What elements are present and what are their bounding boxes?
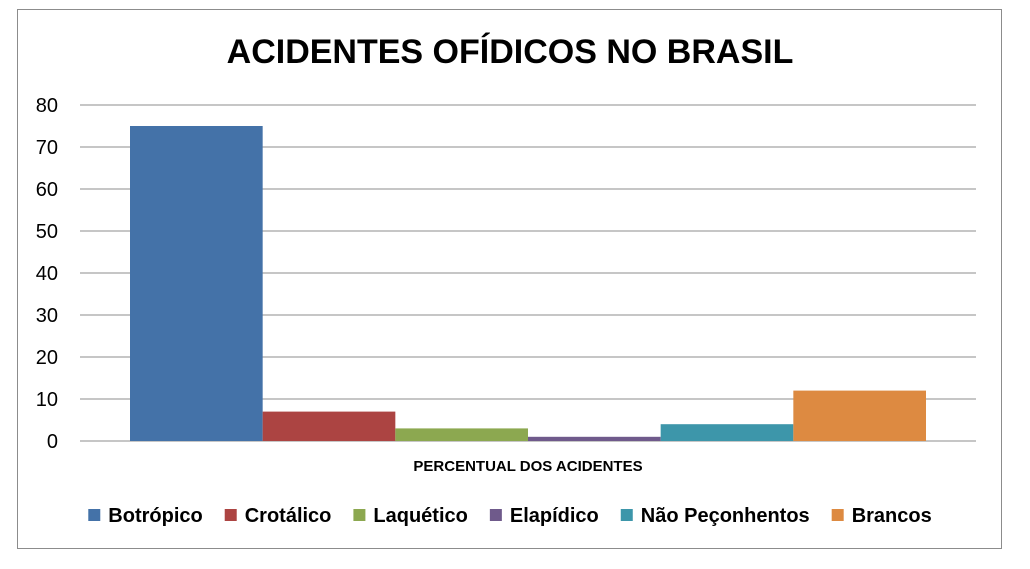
y-axis-ticks: 0 10 20 30 40 50 60 70 80 (36, 95, 58, 453)
x-category-label: PERCENTUAL DOS ACIDENTES (413, 458, 642, 475)
y-tick-label: 50 (36, 221, 58, 243)
legend-label: Brancos (852, 505, 932, 527)
chart-title: ACIDENTES OFÍDICOS NO BRASIL (227, 33, 794, 71)
y-tick-label: 0 (47, 431, 58, 453)
bar-não-peçonhentos (660, 424, 794, 441)
legend-swatch (224, 509, 237, 521)
legend-swatch (831, 509, 844, 521)
bar-elapídico (528, 436, 661, 441)
y-tick-label: 20 (36, 347, 58, 369)
legend-swatch (489, 509, 502, 521)
legend-label: Elapídico (510, 505, 599, 527)
bar-crotálico (262, 411, 396, 441)
bar-brancos (793, 390, 926, 441)
y-tick-label: 80 (36, 95, 58, 117)
legend-label: Não Peçonhentos (641, 505, 810, 527)
bars (130, 126, 926, 441)
legend-label: Laquético (373, 505, 467, 527)
y-tick-label: 30 (36, 305, 58, 327)
legend-label: Botrópico (108, 505, 202, 527)
y-tick-label: 10 (36, 389, 58, 411)
legend-label: Crotálico (245, 505, 332, 527)
legend-swatch (620, 509, 633, 521)
legend-swatch (88, 509, 101, 521)
legend: Botrópico Crotálico Laquético Elapídico Não … (88, 505, 932, 527)
y-tick-label: 60 (36, 179, 58, 201)
legend-swatch (353, 509, 366, 521)
bar-laquético (395, 428, 528, 441)
y-tick-label: 40 (36, 263, 58, 285)
bar-botrópico (130, 126, 263, 441)
y-tick-label: 70 (36, 137, 58, 159)
